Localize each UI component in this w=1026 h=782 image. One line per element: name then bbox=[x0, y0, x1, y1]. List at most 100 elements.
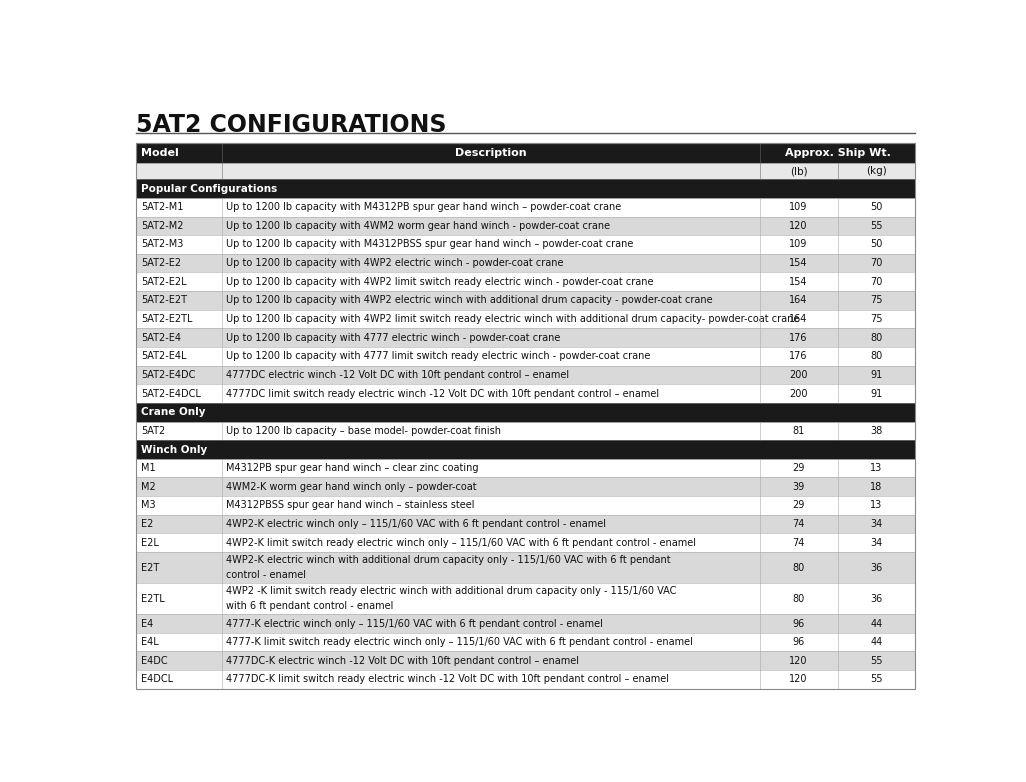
Text: Up to 1200 lb capacity with 4WP2 electric winch - powder-coat crane: Up to 1200 lb capacity with 4WP2 electri… bbox=[226, 258, 563, 268]
Bar bbox=[136, 651, 915, 670]
Bar bbox=[136, 254, 915, 272]
Text: Crane Only: Crane Only bbox=[141, 407, 205, 418]
Bar bbox=[136, 459, 915, 478]
Text: 74: 74 bbox=[792, 519, 804, 529]
Text: Winch Only: Winch Only bbox=[141, 444, 207, 454]
Text: E4DC: E4DC bbox=[141, 656, 167, 665]
Bar bbox=[136, 478, 915, 496]
Text: M2: M2 bbox=[141, 482, 156, 492]
Text: control - enamel: control - enamel bbox=[226, 570, 306, 580]
Bar bbox=[136, 614, 915, 633]
Text: 44: 44 bbox=[870, 619, 882, 629]
Text: 36: 36 bbox=[870, 594, 882, 604]
Text: 4777DC-K electric winch -12 Volt DC with 10ft pendant control – enamel: 4777DC-K electric winch -12 Volt DC with… bbox=[226, 656, 579, 665]
Bar bbox=[136, 235, 915, 254]
Text: 4777-K limit switch ready electric winch only – 115/1/60 VAC with 6 ft pendant c: 4777-K limit switch ready electric winch… bbox=[226, 637, 693, 647]
Text: E2L: E2L bbox=[141, 538, 159, 547]
Text: E4: E4 bbox=[141, 619, 153, 629]
Text: E2TL: E2TL bbox=[141, 594, 165, 604]
Text: 4777DC electric winch -12 Volt DC with 10ft pendant control – enamel: 4777DC electric winch -12 Volt DC with 1… bbox=[226, 370, 569, 380]
Text: 34: 34 bbox=[870, 519, 882, 529]
Text: 34: 34 bbox=[870, 538, 882, 547]
Bar bbox=[136, 583, 915, 614]
Text: 5AT2-E2: 5AT2-E2 bbox=[141, 258, 182, 268]
Text: 74: 74 bbox=[792, 538, 804, 547]
Text: 80: 80 bbox=[792, 594, 804, 604]
Text: M4312PBSS spur gear hand winch – stainless steel: M4312PBSS spur gear hand winch – stainle… bbox=[226, 500, 474, 511]
Text: 4WP2 -K limit switch ready electric winch with additional drum capacity only - 1: 4WP2 -K limit switch ready electric winc… bbox=[226, 586, 676, 596]
Text: 13: 13 bbox=[870, 500, 882, 511]
Text: Description: Description bbox=[455, 148, 526, 158]
Text: 5AT2-E2L: 5AT2-E2L bbox=[141, 277, 187, 287]
Text: 55: 55 bbox=[870, 674, 882, 684]
Bar bbox=[136, 347, 915, 366]
Text: Approx. Ship Wt.: Approx. Ship Wt. bbox=[785, 148, 891, 158]
Text: 55: 55 bbox=[870, 656, 882, 665]
Bar bbox=[136, 421, 915, 440]
Text: 80: 80 bbox=[792, 562, 804, 572]
Text: E2: E2 bbox=[141, 519, 153, 529]
Text: 4WP2-K limit switch ready electric winch only – 115/1/60 VAC with 6 ft pendant c: 4WP2-K limit switch ready electric winch… bbox=[226, 538, 696, 547]
Text: 5AT2-M1: 5AT2-M1 bbox=[141, 203, 184, 212]
Text: 5AT2: 5AT2 bbox=[141, 426, 165, 436]
Text: 50: 50 bbox=[870, 203, 882, 212]
Text: 4WP2-K electric winch with additional drum capacity only - 115/1/60 VAC with 6 f: 4WP2-K electric winch with additional dr… bbox=[226, 554, 671, 565]
Text: with 6 ft pendant control - enamel: with 6 ft pendant control - enamel bbox=[226, 601, 393, 612]
Text: 55: 55 bbox=[870, 221, 882, 231]
Text: Up to 1200 lb capacity with M4312PB spur gear hand winch – powder-coat crane: Up to 1200 lb capacity with M4312PB spur… bbox=[226, 203, 621, 212]
Text: 5AT2-E4L: 5AT2-E4L bbox=[141, 351, 187, 361]
Bar bbox=[136, 310, 915, 328]
Text: Up to 1200 lb capacity with 4WP2 limit switch ready electric winch with addition: Up to 1200 lb capacity with 4WP2 limit s… bbox=[226, 314, 799, 324]
Bar bbox=[136, 179, 915, 198]
Text: E4L: E4L bbox=[141, 637, 159, 647]
Text: 50: 50 bbox=[870, 239, 882, 249]
Text: 18: 18 bbox=[870, 482, 882, 492]
Text: 80: 80 bbox=[870, 332, 882, 343]
Text: 154: 154 bbox=[789, 277, 807, 287]
Text: 5AT2-E4DCL: 5AT2-E4DCL bbox=[141, 389, 201, 399]
Text: 4WM2-K worm gear hand winch only – powder-coat: 4WM2-K worm gear hand winch only – powde… bbox=[226, 482, 476, 492]
Text: Up to 1200 lb capacity with 4WP2 electric winch with additional drum capacity - : Up to 1200 lb capacity with 4WP2 electri… bbox=[226, 296, 712, 306]
Text: 13: 13 bbox=[870, 463, 882, 473]
Text: (kg): (kg) bbox=[866, 167, 886, 176]
Text: (lb): (lb) bbox=[790, 167, 807, 176]
Text: Model: Model bbox=[141, 148, 179, 158]
Bar bbox=[136, 440, 915, 459]
Text: 176: 176 bbox=[789, 351, 807, 361]
Text: 109: 109 bbox=[789, 203, 807, 212]
Text: E4DCL: E4DCL bbox=[141, 674, 173, 684]
Text: 200: 200 bbox=[789, 370, 807, 380]
Text: 176: 176 bbox=[789, 332, 807, 343]
Text: Up to 1200 lb capacity with M4312PBSS spur gear hand winch – powder-coat crane: Up to 1200 lb capacity with M4312PBSS sp… bbox=[226, 239, 633, 249]
Text: 38: 38 bbox=[870, 426, 882, 436]
Bar bbox=[136, 217, 915, 235]
Bar bbox=[136, 272, 915, 291]
Text: 4777DC limit switch ready electric winch -12 Volt DC with 10ft pendant control –: 4777DC limit switch ready electric winch… bbox=[226, 389, 659, 399]
Text: 75: 75 bbox=[870, 314, 882, 324]
Bar bbox=[136, 143, 915, 163]
Text: 91: 91 bbox=[870, 370, 882, 380]
Text: 75: 75 bbox=[870, 296, 882, 306]
Text: 200: 200 bbox=[789, 389, 807, 399]
Bar bbox=[136, 384, 915, 403]
Bar bbox=[136, 496, 915, 515]
Bar bbox=[136, 328, 915, 347]
Bar bbox=[136, 515, 915, 533]
Text: Popular Configurations: Popular Configurations bbox=[141, 184, 277, 194]
Text: Up to 1200 lb capacity with 4777 limit switch ready electric winch - powder-coat: Up to 1200 lb capacity with 4777 limit s… bbox=[226, 351, 650, 361]
Text: 70: 70 bbox=[870, 258, 882, 268]
Text: 4777DC-K limit switch ready electric winch -12 Volt DC with 10ft pendant control: 4777DC-K limit switch ready electric win… bbox=[226, 674, 669, 684]
Text: 29: 29 bbox=[792, 500, 804, 511]
Text: 5AT2-M3: 5AT2-M3 bbox=[141, 239, 184, 249]
Text: 39: 39 bbox=[792, 482, 804, 492]
Text: 96: 96 bbox=[792, 637, 804, 647]
Text: 154: 154 bbox=[789, 258, 807, 268]
Text: M4312PB spur gear hand winch – clear zinc coating: M4312PB spur gear hand winch – clear zin… bbox=[226, 463, 478, 473]
Bar bbox=[136, 403, 915, 421]
Text: 120: 120 bbox=[789, 221, 807, 231]
Bar bbox=[136, 163, 915, 179]
Text: Up to 1200 lb capacity with 4WP2 limit switch ready electric winch - powder-coat: Up to 1200 lb capacity with 4WP2 limit s… bbox=[226, 277, 654, 287]
Text: 109: 109 bbox=[789, 239, 807, 249]
Bar bbox=[136, 552, 915, 583]
Bar bbox=[136, 533, 915, 552]
